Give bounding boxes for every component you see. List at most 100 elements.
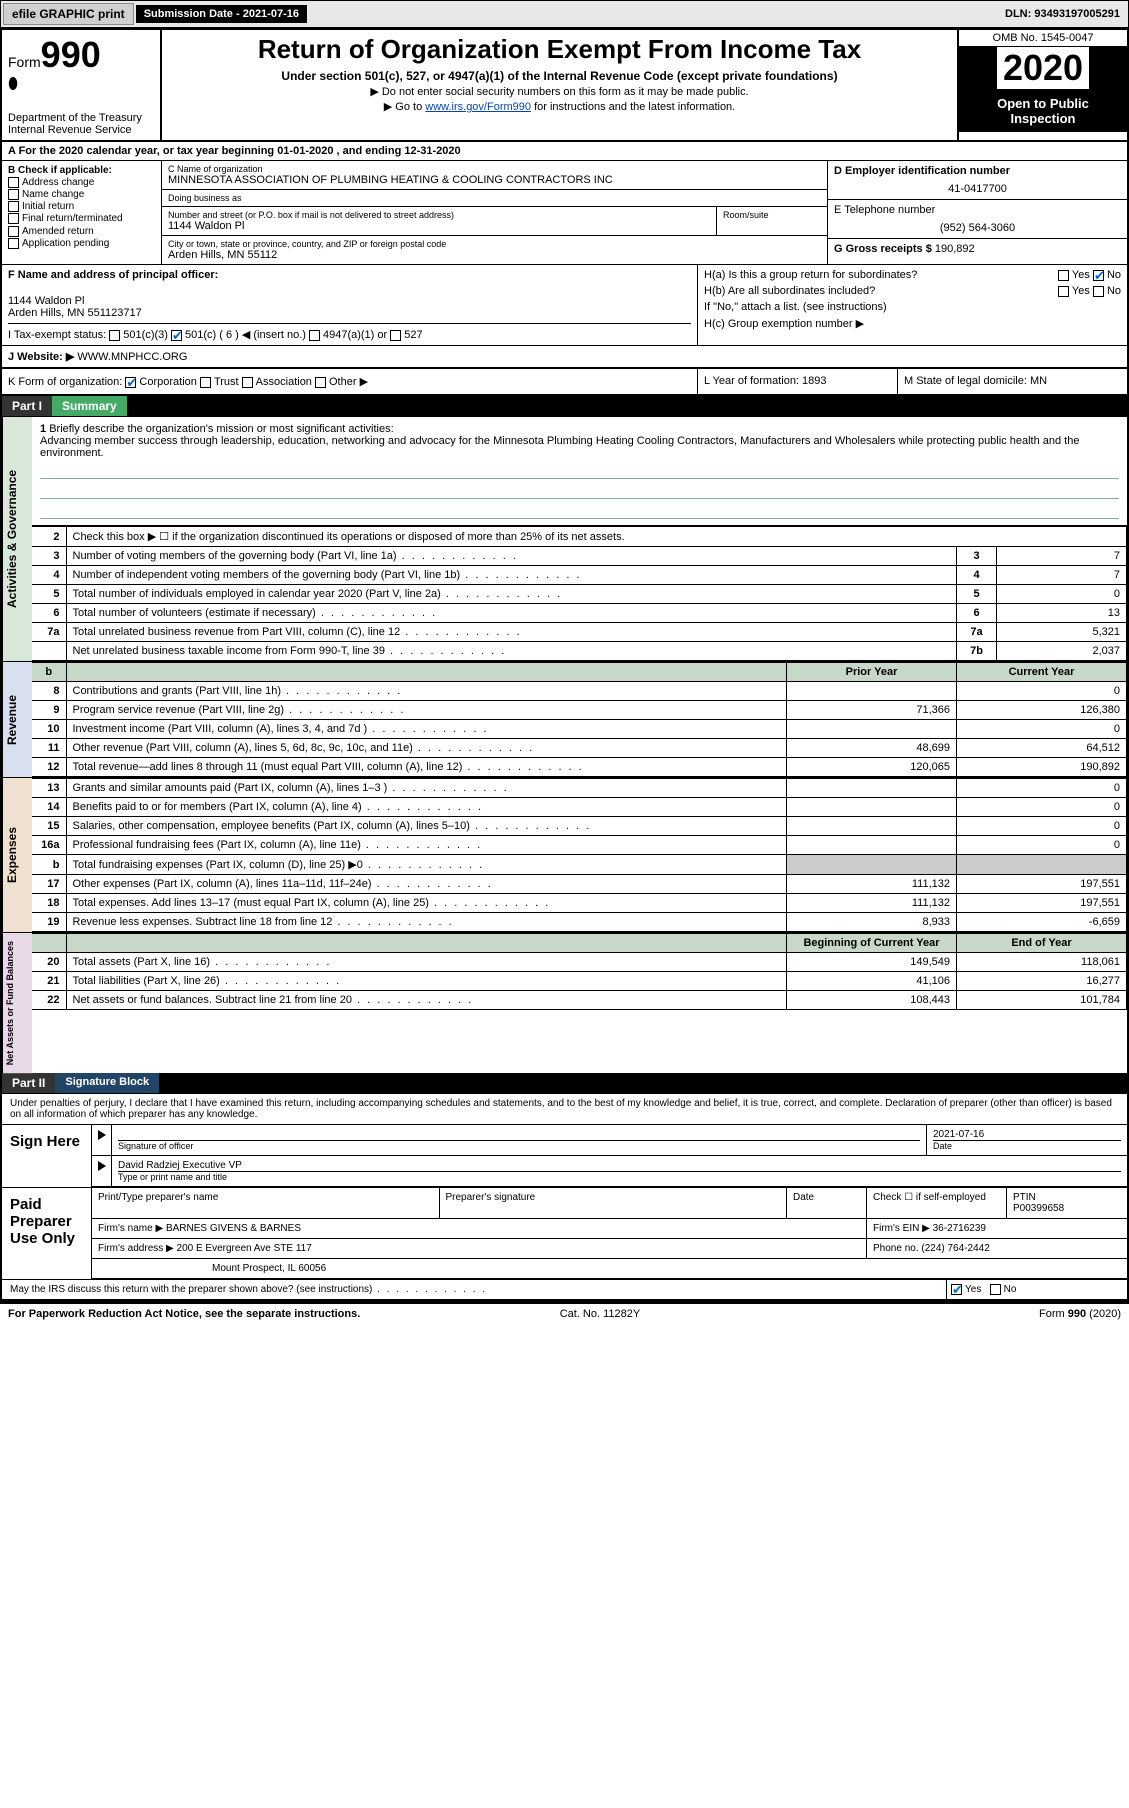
side-label-net: Net Assets or Fund Balances <box>2 933 32 1073</box>
footer-left: For Paperwork Reduction Act Notice, see … <box>8 1308 360 1320</box>
omb-number: OMB No. 1545-0047 <box>959 30 1127 47</box>
form-title: Return of Organization Exempt From Incom… <box>172 34 947 65</box>
firm-addr1: 200 E Evergreen Ave STE 117 <box>177 1243 312 1254</box>
gross-label: G Gross receipts $ <box>834 243 935 255</box>
dba-label: Doing business as <box>168 193 821 203</box>
prep-check-label: Check ☐ if self-employed <box>867 1188 1007 1218</box>
part1-header: Part I Summary <box>2 396 1127 417</box>
addr-label: Number and street (or P.O. box if mail i… <box>168 210 710 220</box>
net-section: Net Assets or Fund Balances Beginning of… <box>2 932 1127 1073</box>
cb-other[interactable] <box>315 377 326 388</box>
tel-label: E Telephone number <box>834 204 1121 216</box>
net-table: Beginning of Current YearEnd of Year 20T… <box>32 933 1127 1010</box>
officer-addr2: Arden Hills, MN 551123717 <box>8 307 691 319</box>
cb-501c3[interactable] <box>109 330 120 341</box>
sign-here-block: Sign Here Signature of officer 2021-07-1… <box>2 1124 1127 1187</box>
cb-address-change[interactable]: Address change <box>8 177 155 188</box>
gov-section: Activities & Governance 1 Briefly descri… <box>2 417 1127 661</box>
cb-discuss-no[interactable] <box>990 1284 1001 1295</box>
perjury-text: Under penalties of perjury, I declare th… <box>2 1094 1127 1124</box>
sig-printed-name: David Radziej Executive VP <box>118 1160 1121 1171</box>
cb-discuss-yes[interactable] <box>951 1284 962 1295</box>
row-f-h: F Name and address of principal officer:… <box>2 265 1127 346</box>
ein-label: D Employer identification number <box>834 165 1010 177</box>
form-year-block: OMB No. 1545-0047 2020 Open to Public In… <box>957 30 1127 140</box>
firm-ein: 36-2716239 <box>933 1223 986 1234</box>
form-id-block: Form990 ⬮ Department of the Treasury Int… <box>2 30 162 140</box>
gross-value: 190,892 <box>935 243 975 255</box>
col-c-org-info: C Name of organization MINNESOTA ASSOCIA… <box>162 161 827 264</box>
officer-label: F Name and address of principal officer: <box>8 269 218 281</box>
topbar: efile GRAPHIC print Submission Date - 20… <box>0 0 1129 28</box>
form-note-ssn: ▶ Do not enter social security numbers o… <box>172 85 947 98</box>
footer-mid: Cat. No. 11282Y <box>560 1308 641 1320</box>
ein-value: 41-0417700 <box>834 183 1121 195</box>
form-title-block: Return of Organization Exempt From Incom… <box>162 30 957 140</box>
row-klm: K Form of organization: Corporation Trus… <box>2 369 1127 396</box>
paid-prep-label: Paid Preparer Use Only <box>2 1188 92 1279</box>
prep-ptin: P00399658 <box>1013 1203 1121 1214</box>
part2-header: Part II Signature Block <box>2 1073 1127 1094</box>
cb-hb-yes[interactable] <box>1058 286 1069 297</box>
k-form-org: K Form of organization: Corporation Trus… <box>2 369 697 394</box>
org-name: MINNESOTA ASSOCIATION OF PLUMBING HEATIN… <box>168 174 821 186</box>
cb-4947[interactable] <box>309 330 320 341</box>
efile-button[interactable]: efile GRAPHIC print <box>3 3 134 25</box>
submission-date: Submission Date - 2021-07-16 <box>136 5 307 23</box>
dept-treasury: Department of the Treasury Internal Reve… <box>8 112 154 136</box>
form-number: 990 <box>41 34 101 75</box>
prep-date-label: Date <box>787 1188 867 1218</box>
officer-addr1: 1144 Waldon Pl <box>8 295 691 307</box>
cb-trust[interactable] <box>200 377 211 388</box>
prep-name-label: Print/Type preparer's name <box>92 1188 440 1218</box>
cb-hb-no[interactable] <box>1093 286 1104 297</box>
form-body: Form990 ⬮ Department of the Treasury Int… <box>0 28 1129 1303</box>
cb-app-pending[interactable]: Application pending <box>8 238 155 249</box>
form-note-link: ▶ Go to www.irs.gov/Form990 for instruct… <box>172 100 947 113</box>
firm-phone: (224) 764-2442 <box>921 1243 989 1254</box>
cb-corporation[interactable] <box>125 377 136 388</box>
cb-ha-no[interactable] <box>1093 270 1104 281</box>
tax-year: 2020 <box>997 47 1089 89</box>
firm-name: BARNES GIVENS & BARNES <box>166 1223 301 1234</box>
dln: DLN: 93493197005291 <box>997 5 1128 23</box>
irs-link[interactable]: www.irs.gov/Form990 <box>425 101 531 113</box>
hb-note: If "No," attach a list. (see instruction… <box>704 301 1121 313</box>
hb-subordinates: H(b) Are all subordinates included? Yes … <box>704 285 1121 297</box>
side-label-exp: Expenses <box>2 778 32 932</box>
rev-table: bPrior YearCurrent Year 8Contributions a… <box>32 662 1127 777</box>
city-value: Arden Hills, MN 55112 <box>168 249 821 261</box>
side-label-rev: Revenue <box>2 662 32 777</box>
room-label: Room/suite <box>723 210 821 220</box>
arrow-icon <box>98 1130 106 1140</box>
cb-initial-return[interactable]: Initial return <box>8 201 155 212</box>
section-bcd: B Check if applicable: Address change Na… <box>2 161 1127 265</box>
open-to-public: Open to Public Inspection <box>959 90 1127 132</box>
prep-sig-label: Preparer's signature <box>440 1188 788 1218</box>
org-name-label: C Name of organization <box>168 164 821 174</box>
ha-group-return: H(a) Is this a group return for subordin… <box>704 269 1121 281</box>
footer-right: Form 990 (2020) <box>1039 1308 1121 1320</box>
sig-date: 2021-07-16 <box>933 1129 1121 1140</box>
cb-527[interactable] <box>390 330 401 341</box>
form-label: Form <box>8 54 41 70</box>
row-j-website: J Website: ▶ WWW.MNPHCC.ORG <box>2 346 1127 369</box>
form-subtitle: Under section 501(c), 527, or 4947(a)(1)… <box>172 69 947 83</box>
exp-table: 13Grants and similar amounts paid (Part … <box>32 778 1127 932</box>
firm-addr2: Mount Prospect, IL 60056 <box>92 1259 1127 1278</box>
cb-amended[interactable]: Amended return <box>8 226 155 237</box>
mission-block: 1 Briefly describe the organization's mi… <box>32 417 1127 526</box>
city-label: City or town, state or province, country… <box>168 239 821 249</box>
tel-value: (952) 564-3060 <box>834 222 1121 234</box>
cb-ha-yes[interactable] <box>1058 270 1069 281</box>
exp-section: Expenses 13Grants and similar amounts pa… <box>2 777 1127 932</box>
cb-association[interactable] <box>242 377 253 388</box>
hc-exemption: H(c) Group exemption number ▶ <box>704 317 1121 330</box>
cb-501c[interactable] <box>171 330 182 341</box>
discuss-text: May the IRS discuss this return with the… <box>2 1280 947 1299</box>
cb-final-return[interactable]: Final return/terminated <box>8 213 155 224</box>
side-label-gov: Activities & Governance <box>2 417 32 661</box>
cb-name-change[interactable]: Name change <box>8 189 155 200</box>
row-a-tax-year: A For the 2020 calendar year, or tax yea… <box>2 142 1127 161</box>
sign-here-label: Sign Here <box>2 1125 92 1187</box>
